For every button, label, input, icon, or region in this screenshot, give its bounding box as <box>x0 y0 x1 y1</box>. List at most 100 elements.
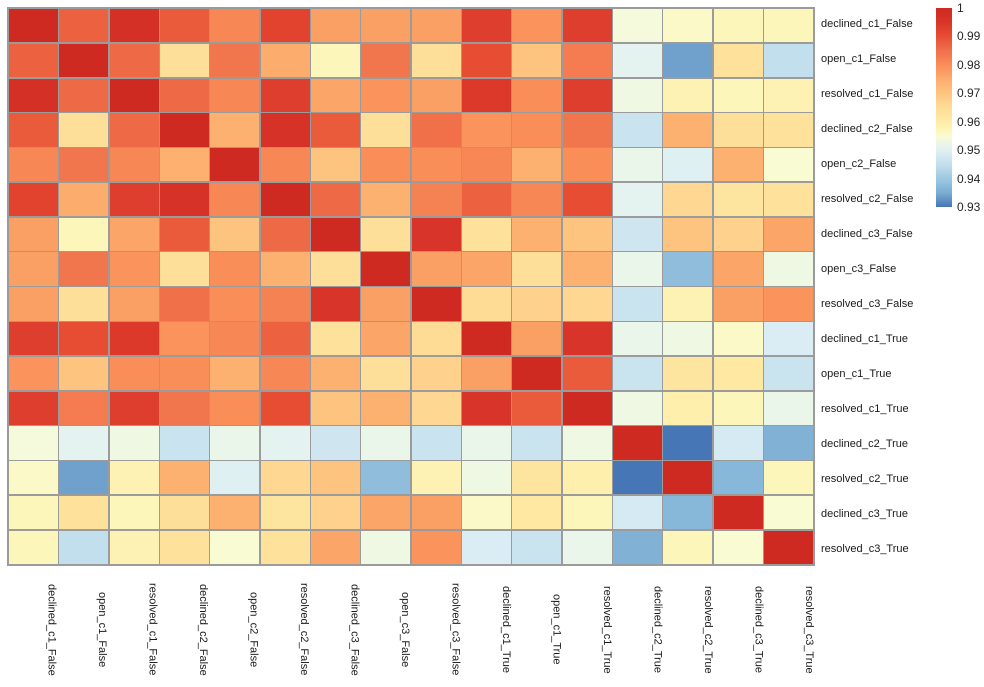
y-axis-label: resolved_c3_True <box>821 542 909 555</box>
heatmap-cell <box>210 182 260 217</box>
heatmap-cell <box>411 356 461 391</box>
x-axis-label: declined_c3_False <box>348 583 361 676</box>
heatmap-cell <box>663 391 713 425</box>
heatmap-cell <box>462 426 511 460</box>
heatmap-cell <box>260 530 310 564</box>
heatmap-cell <box>260 9 310 43</box>
y-axis-label: resolved_c1_True <box>821 402 909 415</box>
heatmap-cell <box>311 43 360 78</box>
heatmap-cell <box>260 182 310 217</box>
heatmap-cell <box>562 495 612 530</box>
heatmap-grid <box>7 7 815 566</box>
heatmap-cell <box>713 252 763 286</box>
heatmap-cell <box>663 148 713 182</box>
heatmap-cell <box>411 217 461 251</box>
heatmap-cell <box>109 356 159 391</box>
heatmap-cell <box>462 287 511 321</box>
heatmap-cell <box>512 43 562 78</box>
heatmap-cell <box>411 495 461 530</box>
heatmap-cell <box>713 287 763 321</box>
heatmap-cell <box>411 287 461 321</box>
x-axis-label: declined_c1_True <box>500 585 512 674</box>
heatmap-cell <box>764 322 813 356</box>
heatmap-cell <box>260 426 310 460</box>
heatmap-cell <box>562 530 612 564</box>
heatmap-cell <box>260 217 310 251</box>
heatmap-cell <box>562 9 612 43</box>
heatmap-cell <box>462 391 511 425</box>
heatmap-cell <box>160 113 209 147</box>
colorbar-tick-label: 0.94 <box>957 171 981 186</box>
heatmap-cell <box>663 461 713 495</box>
heatmap-cell <box>764 287 813 321</box>
heatmap-cell <box>210 356 260 391</box>
heatmap-cell <box>562 113 612 147</box>
x-axis-label: open_c2_False <box>247 591 260 668</box>
heatmap-cell <box>361 9 411 43</box>
heatmap-cell <box>562 356 612 391</box>
heatmap-cell <box>462 217 511 251</box>
heatmap-cell <box>260 391 310 425</box>
heatmap-cell <box>512 495 562 530</box>
heatmap-cell <box>361 148 411 182</box>
colorbar-tick-label: 1 <box>957 1 964 15</box>
heatmap-cell <box>160 9 209 43</box>
heatmap-cell <box>764 78 813 112</box>
heatmap-cell <box>9 287 58 321</box>
colorbar-tick-label: 0.96 <box>957 114 981 129</box>
heatmap-cell <box>512 217 562 251</box>
y-axis-label: declined_c3_False <box>821 228 913 241</box>
heatmap-cell <box>9 495 58 530</box>
heatmap-cell <box>562 461 612 495</box>
x-axis-label: declined_c2_True <box>651 585 664 674</box>
heatmap-cell <box>311 426 360 460</box>
heatmap-cell <box>512 9 562 43</box>
heatmap-cell <box>160 530 209 564</box>
y-axis-label: declined_c1_False <box>821 18 913 31</box>
heatmap-cell <box>663 113 713 147</box>
heatmap-cell <box>764 391 813 425</box>
heatmap-cell <box>59 78 109 112</box>
heatmap-cell <box>562 287 612 321</box>
heatmap-cell <box>361 461 411 495</box>
heatmap-cell <box>109 9 159 43</box>
heatmap-cell <box>613 356 662 391</box>
colorbar-tick-label: 0.95 <box>957 143 981 158</box>
colorbar-tick-label: 0.93 <box>957 200 981 214</box>
heatmap-cell <box>512 182 562 217</box>
heatmap-cell <box>311 322 360 356</box>
heatmap-cell <box>361 426 411 460</box>
heatmap-cell <box>361 43 411 78</box>
heatmap-cell <box>210 495 260 530</box>
heatmap-cell <box>411 182 461 217</box>
heatmap-cell <box>663 322 713 356</box>
heatmap-cell <box>613 287 662 321</box>
heatmap-cell <box>311 9 360 43</box>
heatmap-cell <box>361 252 411 286</box>
heatmap-cell <box>210 78 260 112</box>
heatmap-cell <box>9 252 58 286</box>
x-axis-label: resolved_c2_True <box>702 585 714 674</box>
heatmap-cell <box>663 9 713 43</box>
heatmap-cell <box>613 322 662 356</box>
heatmap-cell <box>512 426 562 460</box>
heatmap-cell <box>613 495 662 530</box>
y-axis-label: declined_c2_True <box>821 437 909 450</box>
heatmap-cell <box>562 78 612 112</box>
colorbar <box>936 8 952 207</box>
heatmap-cell <box>9 426 58 460</box>
heatmap-cell <box>59 322 109 356</box>
heatmap-cell <box>160 461 209 495</box>
y-axis-label: open_c3_False <box>821 263 897 276</box>
heatmap-cell <box>9 43 58 78</box>
heatmap-cell <box>411 43 461 78</box>
x-axis-label: declined_c3_True <box>752 585 765 674</box>
heatmap-cell <box>764 356 813 391</box>
x-axis-label: resolved_c1_True <box>601 585 613 674</box>
heatmap-cell <box>59 217 109 251</box>
heatmap-cell <box>562 322 612 356</box>
heatmap-cell <box>109 78 159 112</box>
heatmap-cell <box>613 182 662 217</box>
heatmap-cell <box>512 113 562 147</box>
